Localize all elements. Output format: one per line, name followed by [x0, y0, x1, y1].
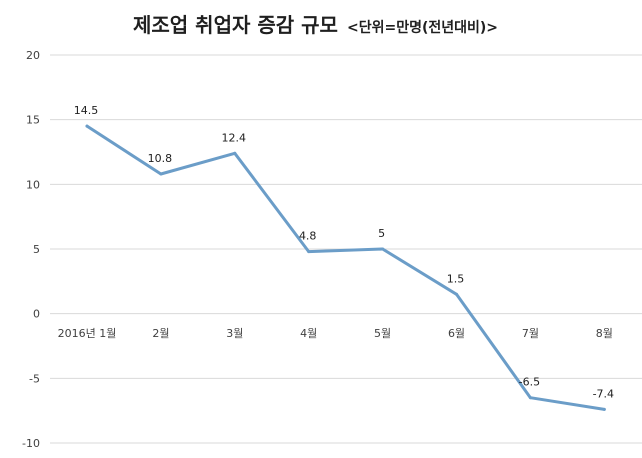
series-layer: [85, 124, 606, 411]
data-point: [233, 151, 237, 155]
chart-title: 제조업 취업자 증감 규모: [133, 13, 338, 37]
x-tick-label: 2월: [152, 327, 169, 340]
gridlines: [50, 54, 642, 444]
data-labels: 14.5 10.8 12.4 4.8 5 1.5 -6.5 -7.4: [74, 104, 614, 400]
x-tick-label: 2016년 1월: [58, 327, 117, 340]
data-point: [381, 247, 385, 251]
data-point: [307, 250, 311, 254]
y-tick-label: 15: [26, 114, 40, 127]
y-axis-ticks: 20 15 10 5 0 -5 -10: [22, 49, 40, 450]
data-label: 1.5: [447, 272, 465, 285]
y-tick-label: 5: [33, 243, 40, 256]
x-tick-label: 8월: [596, 327, 613, 340]
chart-subtitle: <단위=만명(전년대비)>: [347, 19, 498, 36]
data-point: [85, 124, 89, 128]
y-tick-label: 0: [33, 308, 40, 321]
y-tick-label: 20: [26, 49, 40, 62]
data-point: [455, 292, 458, 296]
data-label: 14.5: [74, 104, 99, 117]
data-label: 10.8: [148, 152, 173, 165]
data-label: 12.4: [222, 131, 247, 144]
data-label: 4.8: [299, 230, 317, 243]
x-axis-ticks: 2016년 1월 2월 3월 4월 5월 6월 7월 8월: [58, 327, 613, 340]
x-tick-label: 3월: [226, 327, 243, 340]
data-label: 5: [378, 227, 385, 240]
data-point: [159, 172, 163, 176]
data-point: [602, 407, 606, 411]
x-tick-label: 4월: [300, 327, 317, 340]
y-tick-label: -5: [29, 372, 40, 385]
y-tick-label: -10: [22, 437, 40, 450]
data-label: -7.4: [593, 387, 614, 400]
x-tick-label: 7월: [522, 327, 539, 340]
y-tick-label: 10: [26, 178, 40, 191]
data-label: -6.5: [519, 376, 540, 389]
x-tick-label: 5월: [374, 327, 391, 340]
series-line: [85, 124, 606, 411]
x-tick-label: 6월: [448, 327, 465, 340]
data-point: [528, 396, 532, 400]
